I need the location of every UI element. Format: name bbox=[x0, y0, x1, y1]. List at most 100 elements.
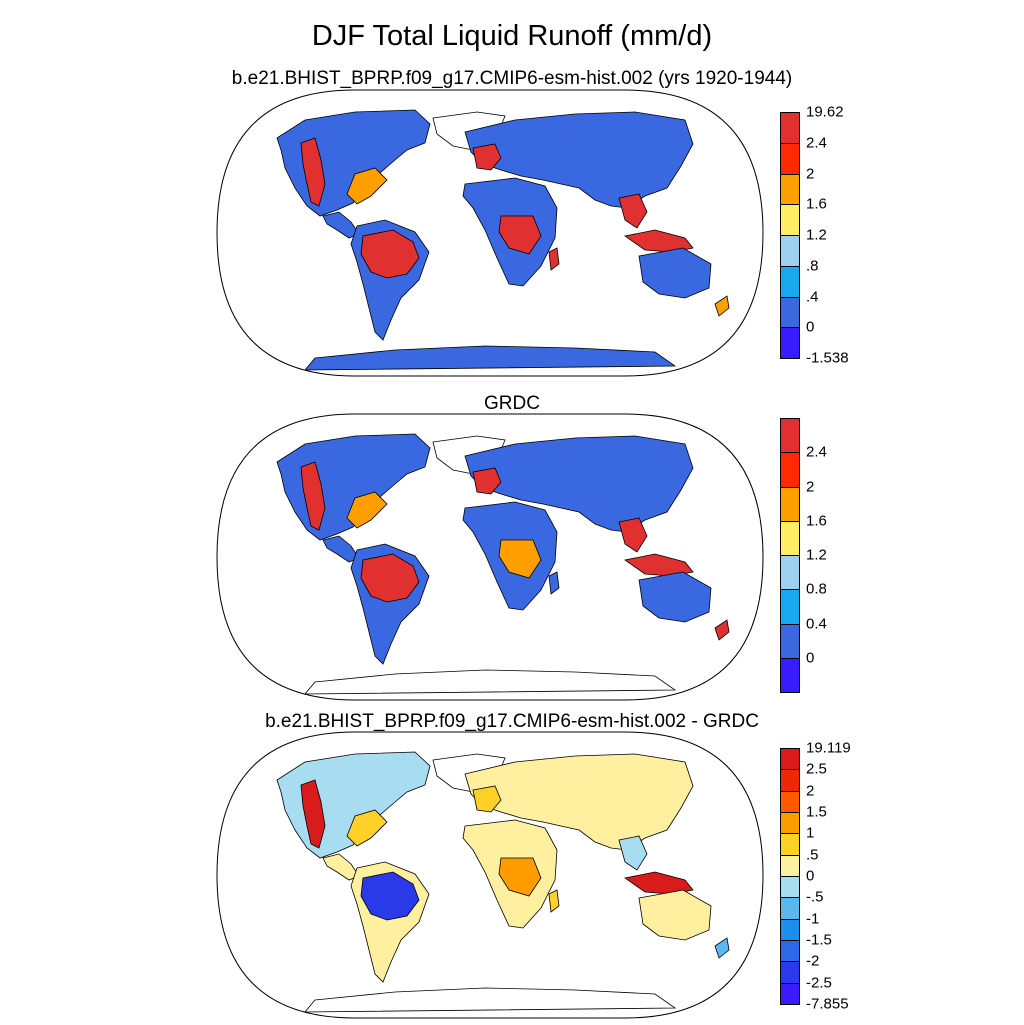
region-na-east bbox=[346, 809, 388, 847]
colorbar-label: 0.8 bbox=[806, 580, 827, 598]
region-indonesia bbox=[624, 553, 694, 577]
region-se-asia bbox=[618, 193, 648, 229]
colorbar-box bbox=[780, 418, 800, 454]
region-madagascar bbox=[548, 889, 560, 913]
region-europe-asia bbox=[464, 111, 694, 209]
region-na-east bbox=[346, 491, 388, 529]
region-madagascar bbox=[548, 571, 560, 595]
colorbar-label: 1.6 bbox=[806, 195, 827, 213]
colorbar-box bbox=[780, 204, 800, 236]
colorbar-box bbox=[780, 623, 800, 659]
colorbar-box bbox=[780, 854, 800, 877]
colorbar-box bbox=[780, 112, 800, 144]
colorbar-label: 2.4 bbox=[806, 443, 827, 461]
colorbar-label: .8 bbox=[806, 257, 819, 275]
region-indonesia bbox=[624, 229, 694, 253]
region-antarctica bbox=[304, 345, 677, 371]
region-madagascar bbox=[548, 247, 560, 271]
colorbar-label: 2 bbox=[806, 165, 815, 182]
region-amazon bbox=[360, 553, 420, 603]
colorbar-label: 2 bbox=[806, 782, 815, 800]
colorbar-label: 0 bbox=[806, 649, 815, 667]
colorbar-label: 0.4 bbox=[806, 615, 827, 632]
map-model bbox=[215, 88, 765, 378]
colorbar-label: 19.119 bbox=[806, 739, 851, 757]
colorbar-label: 2 bbox=[806, 478, 815, 495]
region-na-west-coast bbox=[300, 461, 326, 531]
colorbar-label: 1.2 bbox=[806, 226, 827, 244]
colorbar-label: 1.5 bbox=[806, 803, 827, 821]
colorbar-box bbox=[780, 486, 800, 522]
region-australia bbox=[638, 247, 712, 299]
colorbar-box bbox=[780, 142, 800, 175]
colorbar-label: 1.2 bbox=[806, 546, 827, 564]
region-amazon bbox=[360, 229, 420, 279]
colorbar-model: 19.62 2.4 2 1.6 1.2 .8 .4 0 -1.538 bbox=[780, 105, 860, 366]
map-obs bbox=[215, 412, 765, 702]
colorbar-box bbox=[780, 812, 800, 835]
region-west-europe bbox=[472, 143, 502, 171]
colorbar-label: 1 bbox=[806, 824, 815, 842]
region-new-zealand bbox=[714, 937, 730, 959]
region-australia bbox=[638, 571, 712, 623]
colorbar-box bbox=[780, 589, 800, 625]
colorbar-box bbox=[780, 327, 800, 359]
colorbar-label: -2.5 bbox=[806, 974, 832, 992]
panel-title-diff: b.e21.BHIST_BPRP.f09_g17.CMIP6-esm-hist.… bbox=[265, 711, 759, 732]
region-central-africa bbox=[498, 539, 542, 579]
colorbar-box bbox=[780, 918, 800, 941]
colorbar-box bbox=[780, 940, 800, 963]
colorbar-label: -1.5 bbox=[806, 931, 832, 949]
colorbar-label: -1 bbox=[806, 910, 820, 928]
colorbar-box bbox=[780, 897, 800, 920]
colorbar-label: -2 bbox=[806, 952, 820, 970]
colorbar-box bbox=[780, 235, 800, 267]
map-svg-model bbox=[216, 89, 764, 377]
colorbar-label: 0 bbox=[806, 318, 815, 336]
region-central-africa bbox=[498, 857, 542, 897]
colorbar-diff: 19.119 2.5 2 1.5 1.5 0 -.5 -1 -1.5 -2 -2.5 -7.855 bbox=[780, 741, 860, 1012]
region-australia bbox=[638, 889, 712, 941]
colorbar-box bbox=[780, 833, 800, 856]
colorbar-label: 2.5 bbox=[806, 760, 827, 778]
colorbar-box bbox=[780, 296, 800, 329]
colorbar-label: 1.6 bbox=[806, 512, 827, 530]
colorbar-box bbox=[780, 748, 800, 771]
colorbar-box bbox=[780, 657, 800, 693]
region-central-africa bbox=[498, 215, 542, 255]
colorbar-box bbox=[780, 769, 800, 792]
map-diff bbox=[215, 730, 765, 1020]
figure-title: DJF Total Liquid Runoff (mm/d) bbox=[311, 20, 713, 52]
region-na-west-coast bbox=[300, 779, 326, 849]
region-indonesia bbox=[624, 871, 694, 895]
map-svg-diff bbox=[216, 731, 764, 1019]
colorbar-box bbox=[780, 876, 800, 899]
colorbar-label: -.5 bbox=[806, 888, 824, 906]
colorbar-label: -1.538 bbox=[806, 349, 849, 367]
region-antarctica bbox=[304, 669, 677, 695]
region-europe-asia bbox=[464, 435, 694, 533]
panel-title-obs: GRDC bbox=[484, 393, 540, 414]
colorbar-obs: 2.4 2 1.6 1.2 0.8 0.4 0 bbox=[780, 418, 860, 693]
panel-title-model: b.e21.BHIST_BPRP.f09_g17.CMIP6-esm-hist.… bbox=[231, 68, 793, 89]
colorbar-label: 2.4 bbox=[806, 134, 827, 152]
colorbar-label: -7.855 bbox=[806, 995, 849, 1013]
region-na-east bbox=[346, 167, 388, 205]
colorbar-box bbox=[780, 961, 800, 984]
colorbar-box bbox=[780, 555, 800, 591]
region-antarctica bbox=[304, 987, 677, 1013]
colorbar-box bbox=[780, 452, 800, 488]
colorbar-box bbox=[780, 520, 800, 556]
region-na-west-coast bbox=[300, 137, 326, 207]
region-new-zealand bbox=[714, 295, 730, 317]
region-west-europe bbox=[472, 785, 502, 813]
colorbar-label: 19.62 bbox=[806, 103, 844, 121]
colorbar-box bbox=[780, 790, 800, 813]
region-west-europe bbox=[472, 467, 502, 495]
colorbar-label: .5 bbox=[806, 846, 819, 864]
colorbar-label: .4 bbox=[806, 288, 819, 305]
region-amazon bbox=[360, 871, 420, 921]
colorbar-box bbox=[780, 265, 800, 298]
colorbar-box bbox=[780, 173, 800, 206]
region-se-asia bbox=[618, 835, 648, 871]
